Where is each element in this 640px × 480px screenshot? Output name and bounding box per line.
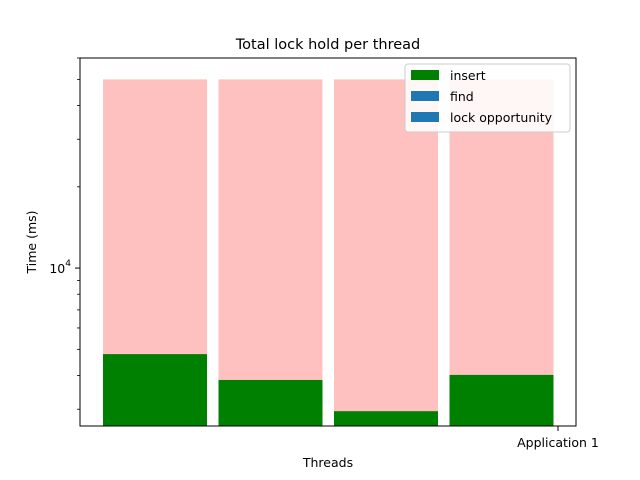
- plot-frame: [79, 57, 577, 427]
- legend: insert find lock opportunity: [404, 63, 571, 133]
- background-bar-4: [449, 79, 554, 427]
- insert-bar-4: [449, 374, 554, 426]
- background-bar-3: [334, 79, 438, 427]
- legend-label-2: find: [450, 89, 474, 104]
- y-axis-ticks: 104: [49, 57, 80, 410]
- insert-bar-2: [218, 379, 323, 426]
- background-bar-2: [218, 79, 323, 427]
- background-bars: [103, 79, 554, 427]
- x-tick-label: Application 1: [517, 435, 599, 450]
- legend-label-1: insert: [450, 68, 486, 83]
- y-tick-label: 104: [49, 259, 71, 276]
- chart-title: Total lock hold per thread: [235, 37, 420, 53]
- insert-bars: [103, 354, 554, 426]
- x-axis-label: Threads: [302, 455, 353, 470]
- legend-box: [404, 63, 571, 133]
- legend-label-3: lock opportunity: [450, 110, 553, 125]
- x-axis-ticks: Application 1: [517, 426, 599, 450]
- y-axis-label: Time (ms): [24, 210, 39, 274]
- legend-swatch-1: [411, 70, 439, 80]
- insert-bar-1: [103, 354, 207, 426]
- insert-bar-3: [334, 411, 438, 426]
- legend-swatch-2: [411, 91, 439, 101]
- legend-swatch-3: [411, 112, 439, 122]
